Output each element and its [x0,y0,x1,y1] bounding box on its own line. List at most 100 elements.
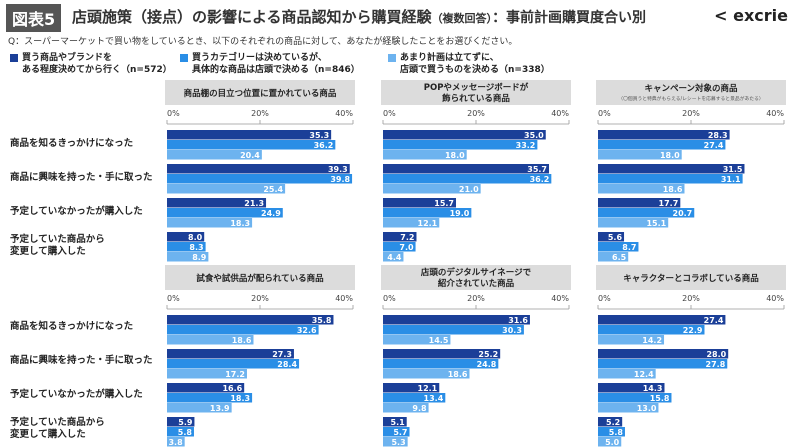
panel-title: キャンペーン対象の商品 [644,83,738,94]
data-label: 35.0 [524,131,544,140]
bar [383,437,408,447]
bar [598,427,625,437]
data-label: 27.4 [704,316,724,325]
bar [383,315,530,325]
axis-tick-label: 20% [251,109,269,118]
axis-tick-label: 20% [682,109,700,118]
bar [383,383,440,393]
data-label: 5.7 [393,428,407,437]
panel-header [165,265,355,290]
axis-tick-label: 0% [167,294,180,303]
data-label: 5.1 [391,418,406,427]
bar [598,437,622,447]
data-label: 36.2 [314,141,334,150]
bar [383,359,499,369]
data-label: 35.3 [309,131,329,140]
bar [598,369,656,379]
bar [383,393,446,403]
panel-title: 店頭のデジタルサイネージで [420,267,532,278]
axis-tick-label: 40% [551,109,569,118]
bar [167,252,209,262]
panel-header [596,265,786,290]
data-label: 39.8 [330,175,350,184]
bar [598,184,685,194]
panel-header [596,80,786,105]
panel-title: POPやメッセージボードが [424,82,529,93]
data-label: 5.0 [605,438,620,447]
data-label: 33.2 [516,141,536,150]
bar [598,383,665,393]
bar [167,130,332,140]
bar [383,335,451,345]
title-suffix: ：事前計画購買度合い別 [492,10,647,26]
data-label: 5.8 [178,428,193,437]
logo: < excrie [714,6,788,25]
data-label: 5.3 [391,438,405,447]
bar [383,232,417,242]
bar [598,359,728,369]
bar [383,164,550,174]
data-label: 20.4 [240,151,260,160]
data-label: 25.4 [263,185,283,194]
bar [167,140,336,150]
bar [383,403,429,413]
bar [598,325,705,335]
axis-tick-label: 20% [467,294,485,303]
legend-label: 買う商品やブランドを ある程度決めてから行く（n=572） [22,53,172,75]
bar [598,335,665,345]
data-label: 15.7 [434,199,454,208]
data-label: 18.3 [230,219,250,228]
axis-tick-label: 0% [598,109,611,118]
category-label: 商品を知るきっかけになった [10,321,134,332]
data-label: 8.9 [192,253,207,262]
bar [383,150,467,160]
bar [167,359,300,369]
page-title: 店頭施策（接点）の影響による商品認知から購買経験（複数回答）：事前計画購買度合い… [72,6,646,27]
data-label: 19.0 [450,209,470,218]
bar [383,198,457,208]
panel-header [165,80,355,105]
data-label: 4.4 [387,253,402,262]
data-label: 14.3 [643,384,663,393]
data-label: 39.3 [328,165,348,174]
data-label: 21.0 [459,185,479,194]
title-main: 店頭施策（接点）の影響による商品認知から購買経験 [72,8,432,26]
data-label: 31.5 [723,165,743,174]
bar [383,140,538,150]
data-label: 18.6 [448,370,468,379]
bar [167,198,267,208]
data-label: 27.3 [272,350,292,359]
data-label: 31.6 [508,316,528,325]
data-label: 18.3 [230,394,250,403]
data-label: 24.9 [261,209,281,218]
bar [167,218,253,228]
legend-swatch [10,54,18,62]
axis-tick-label: 40% [766,109,784,118]
data-label: 35.8 [312,316,332,325]
axis-tick-label: 40% [335,109,353,118]
data-label: 7.0 [399,243,414,252]
data-label: 14.2 [642,336,662,345]
data-label: 24.8 [477,360,497,369]
legend-label: あまり計画は立てずに、 店頭で買うものを決める（n=338） [400,53,550,75]
bar [383,184,481,194]
bar [383,208,472,218]
data-label: 13.4 [424,394,444,403]
figure-badge: 図表5 [6,4,62,32]
bar [167,164,350,174]
data-label: 12.1 [418,384,438,393]
data-label: 5.2 [606,418,620,427]
legend-swatch [180,54,188,62]
data-label: 28.3 [708,131,728,140]
bar [598,242,639,252]
axis-tick-label: 20% [467,109,485,118]
data-label: 5.9 [178,418,193,427]
category-label: 商品に興味を持った・手に取った [10,355,153,366]
bar [167,174,353,184]
axis-tick-label: 40% [551,294,569,303]
category-label: 予定していた商品から 変更して購入した [10,417,105,440]
data-label: 25.2 [478,350,498,359]
bar [167,150,262,160]
bar [167,335,254,345]
bar [167,184,286,194]
